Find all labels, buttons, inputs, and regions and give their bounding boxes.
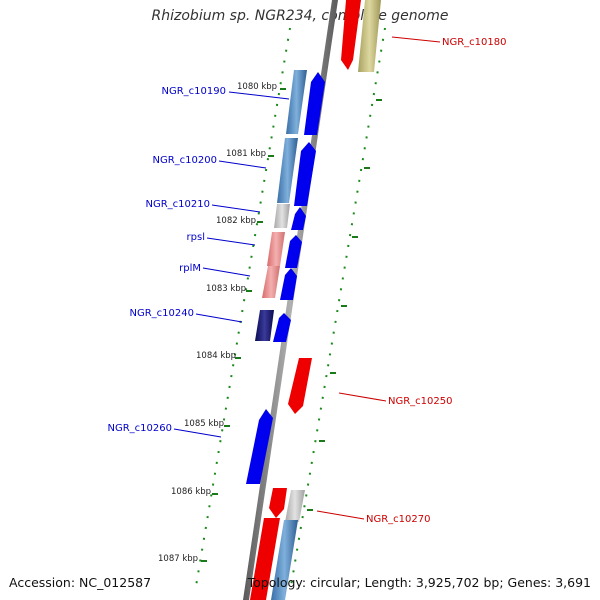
gene-NGR_c10270-arrow <box>269 488 287 518</box>
gene-label-NGR_c10210[interactable]: NGR_c10210 <box>146 199 211 210</box>
kbp-label-1085: 1085 kbp <box>184 419 224 429</box>
gene-rplM-track <box>262 266 280 298</box>
accession-text: Accession: NC_012587 <box>9 575 152 590</box>
inner-guide-line <box>289 27 386 593</box>
gene-rplM-arrow <box>280 268 297 300</box>
gene-NGR_c10200-track <box>277 138 298 203</box>
leader-NGR_c10270 <box>316 510 365 520</box>
gene-NGR_c10200-arrow <box>294 142 316 206</box>
leader-NGR_c10260 <box>173 428 222 438</box>
kbp-label-1087: 1087 kbp <box>158 554 198 564</box>
gene-NGR_c10180-arrow <box>341 0 361 70</box>
leader-NGR_c10250 <box>338 392 387 402</box>
leader-NGR_c10200 <box>218 160 267 169</box>
kbp-label-1086: 1086 kbp <box>171 487 211 497</box>
leader-rpsl <box>206 237 256 246</box>
gene-label-NGR_c10180[interactable]: NGR_c10180 <box>442 37 507 48</box>
leader-NGR_c10190 <box>228 91 290 100</box>
genome-summary-text: Topology: circular; Length: 3,925,702 bp… <box>247 575 591 590</box>
gene-NGR_c10270-track <box>285 490 305 522</box>
gene-label-NGR_c10240[interactable]: NGR_c10240 <box>130 308 195 319</box>
gene-NGR_c10210-arrow <box>291 207 306 230</box>
gene-label-NGR_c10270[interactable]: NGR_c10270 <box>366 514 431 525</box>
kbp-label-1083: 1083 kbp <box>206 284 246 294</box>
gene-label-NGR_c10250[interactable]: NGR_c10250 <box>388 396 453 407</box>
leader-NGR_c10180 <box>391 36 441 43</box>
gene-NGR_c10260-arrow <box>246 409 273 484</box>
gene-NGR_c10210-track <box>274 204 290 228</box>
leader-lines <box>173 36 441 520</box>
gene-label-NGR_c10190[interactable]: NGR_c10190 <box>162 86 227 97</box>
leader-NGR_c10240 <box>195 313 243 323</box>
gene-NGR_c10190-arrow <box>304 72 325 135</box>
gene-NGR_c10240-arrow <box>273 313 291 342</box>
gene-NGR_c10250-arrow <box>288 358 312 414</box>
gene-label-rplM[interactable]: rplM <box>179 263 201 274</box>
kbp-label-1082: 1082 kbp <box>216 216 256 226</box>
gene-rpsl-arrow <box>285 235 302 268</box>
leader-rplM <box>202 267 251 277</box>
gene-label-NGR_c10200[interactable]: NGR_c10200 <box>153 155 218 166</box>
gene-partial-track <box>271 520 298 600</box>
gene-label-rpsl[interactable]: rpsl <box>187 232 205 243</box>
leader-NGR_c10210 <box>211 204 261 213</box>
kbp-label-1081: 1081 kbp <box>226 149 266 159</box>
gene-NGR_c10190-track <box>286 70 307 134</box>
kbp-ticks <box>201 88 382 562</box>
gene-partial-reverse-arrow <box>250 518 280 600</box>
gene-NGR_c10240-track <box>255 310 274 341</box>
gene-NGR_c10180-track <box>358 0 381 72</box>
kbp-label-1084: 1084 kbp <box>196 351 236 361</box>
kbp-label-1080: 1080 kbp <box>237 82 277 92</box>
gene-label-NGR_c10260[interactable]: NGR_c10260 <box>108 423 173 434</box>
gene-rpsl-track <box>267 232 285 266</box>
